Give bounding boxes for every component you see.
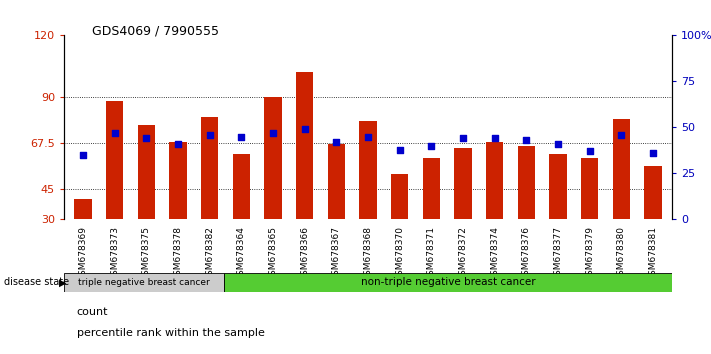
Bar: [581, 158, 598, 281]
Point: [267, 130, 279, 136]
Point: [299, 126, 310, 132]
Point: [394, 147, 405, 152]
Bar: [74, 199, 92, 281]
Bar: [391, 175, 408, 281]
Bar: [224, 273, 672, 292]
Bar: [106, 101, 123, 281]
Bar: [64, 273, 224, 292]
Bar: [328, 144, 345, 281]
Text: triple negative breast cancer: triple negative breast cancer: [78, 278, 210, 287]
Point: [77, 152, 89, 158]
Point: [584, 149, 595, 154]
Point: [426, 143, 437, 149]
Bar: [549, 154, 567, 281]
Bar: [169, 142, 187, 281]
Point: [489, 136, 501, 141]
Bar: [422, 158, 440, 281]
Point: [331, 139, 342, 145]
Bar: [264, 97, 282, 281]
Point: [647, 150, 658, 156]
Bar: [296, 72, 314, 281]
Text: count: count: [77, 307, 108, 317]
Point: [362, 134, 374, 139]
Point: [204, 132, 215, 138]
Point: [457, 136, 469, 141]
Point: [141, 136, 152, 141]
Bar: [359, 121, 377, 281]
Bar: [644, 166, 662, 281]
Text: ▶: ▶: [59, 278, 67, 287]
Point: [109, 130, 120, 136]
Text: non-triple negative breast cancer: non-triple negative breast cancer: [360, 277, 535, 287]
Point: [520, 137, 532, 143]
Point: [616, 132, 627, 138]
Bar: [454, 148, 471, 281]
Bar: [613, 119, 630, 281]
Point: [552, 141, 564, 147]
Text: disease state: disease state: [4, 278, 69, 287]
Point: [235, 134, 247, 139]
Bar: [232, 154, 250, 281]
Bar: [138, 125, 155, 281]
Point: [172, 141, 183, 147]
Text: GDS4069 / 7990555: GDS4069 / 7990555: [92, 25, 220, 38]
Bar: [201, 117, 218, 281]
Bar: [486, 142, 503, 281]
Text: percentile rank within the sample: percentile rank within the sample: [77, 328, 264, 338]
Bar: [518, 146, 535, 281]
